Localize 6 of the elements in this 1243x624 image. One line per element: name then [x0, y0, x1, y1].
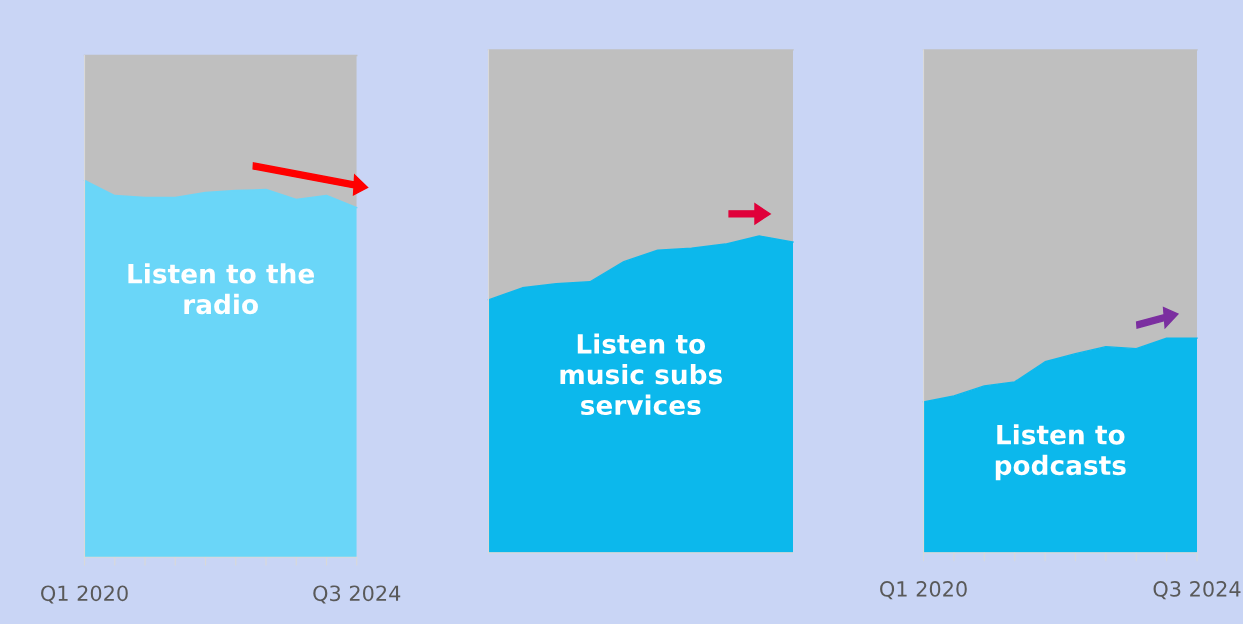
x-tick-label: Q1 2020 — [41, 585, 128, 604]
x-tick-label: Q1 2020 — [880, 581, 967, 600]
annotation: Listen to music subs services — [560, 333, 722, 416]
x-tick-label: Q3 2024 — [313, 585, 401, 604]
x-tick-label: Q3 2024 — [1153, 581, 1241, 600]
annotation: Listen to the radio — [128, 263, 314, 315]
